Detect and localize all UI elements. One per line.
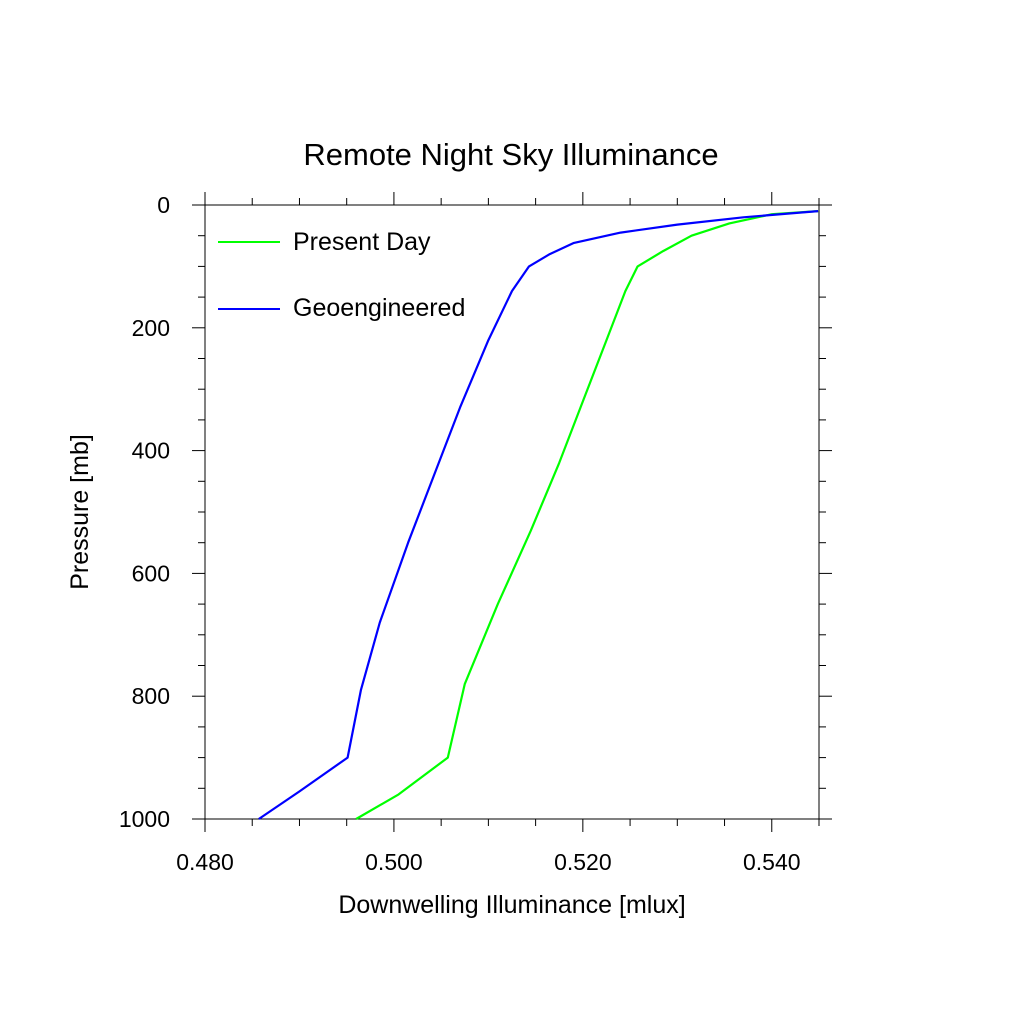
y-axis-ticks: 0 200 400 600 800 1000 xyxy=(119,192,832,832)
x-axis-label: Downwelling Illuminance [mlux] xyxy=(338,891,685,919)
y-tick-label: 800 xyxy=(132,683,170,709)
series-line-geoengineered xyxy=(258,210,819,820)
x-axis-ticks: 0.480 0.500 0.520 0.540 xyxy=(176,192,820,875)
y-tick-label: 1000 xyxy=(119,806,170,832)
chart-title: Remote Night Sky Illuminance xyxy=(303,137,718,172)
legend-label-present-day: Present Day xyxy=(293,228,431,256)
y-tick-label: 0 xyxy=(157,192,170,218)
y-axis-label: Pressure [mb] xyxy=(66,434,94,590)
x-tick-label: 0.540 xyxy=(743,849,801,875)
x-tick-label: 0.500 xyxy=(365,849,423,875)
y-tick-label: 600 xyxy=(132,560,170,586)
y-tick-label: 400 xyxy=(132,438,170,464)
legend: Present Day Geoengineered xyxy=(218,228,465,322)
series-layer xyxy=(258,210,819,820)
legend-label-geoengineered: Geoengineered xyxy=(293,294,465,322)
series-line-present-day xyxy=(355,210,819,820)
x-tick-label: 0.520 xyxy=(554,849,612,875)
x-tick-label: 0.480 xyxy=(176,849,234,875)
y-tick-label: 200 xyxy=(132,315,170,341)
